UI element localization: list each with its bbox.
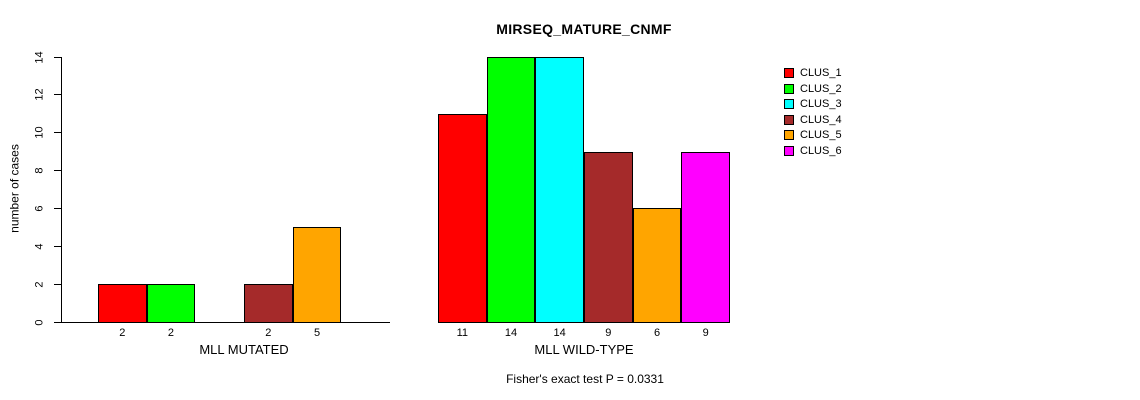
- legend-item: CLUS_2: [784, 83, 842, 95]
- y-tick-label: 6: [33, 205, 46, 212]
- legend-item: CLUS_6: [784, 145, 842, 157]
- y-tick-label: 0: [33, 318, 46, 326]
- y-tick: [54, 132, 61, 134]
- y-tick-label: 8: [33, 167, 46, 174]
- bar-value-label: 2: [119, 327, 126, 339]
- bar: [681, 151, 730, 323]
- legend-swatch: [784, 130, 794, 140]
- y-tick-label: 12: [33, 88, 46, 101]
- fisher-test-annotation: Fisher's exact test P = 0.0331: [506, 372, 664, 386]
- legend-swatch: [784, 145, 794, 156]
- legend-swatch: [784, 83, 794, 94]
- y-tick: [54, 245, 61, 247]
- bar: [98, 284, 147, 323]
- bar: [292, 227, 342, 323]
- bar-value-label: 2: [265, 327, 272, 339]
- bar-value-label: 11: [456, 327, 469, 339]
- y-tick-label: 10: [33, 126, 46, 139]
- legend-label: CLUS_3: [800, 98, 842, 110]
- bar: [486, 57, 536, 323]
- bar-value-label: 5: [313, 327, 321, 339]
- legend-label: CLUS_6: [800, 144, 842, 157]
- legend-swatch: [784, 114, 794, 125]
- bar-value-label: 14: [504, 327, 518, 339]
- bar: [632, 208, 682, 323]
- x-axis-group-label: MLL WILD-TYPE: [534, 342, 634, 357]
- bar-value-label: 9: [702, 327, 709, 339]
- legend-swatch: [784, 68, 794, 78]
- bar: [535, 57, 584, 323]
- bar-value-label: 6: [653, 327, 661, 339]
- bar: [146, 284, 196, 323]
- x-axis-baseline: [61, 322, 390, 323]
- bar: [438, 113, 487, 323]
- y-tick: [54, 170, 61, 172]
- legend-label: CLUS_5: [800, 129, 842, 141]
- bar-value-label: 2: [167, 327, 175, 339]
- y-tick: [54, 56, 61, 58]
- bar: [584, 151, 633, 323]
- legend-label: CLUS_1: [800, 67, 842, 79]
- y-tick-label: 4: [33, 243, 46, 250]
- y-tick-label: 14: [33, 50, 46, 64]
- y-tick-label: 2: [33, 281, 46, 288]
- y-tick: [54, 283, 61, 285]
- y-tick: [54, 94, 61, 96]
- y-axis-line: [61, 57, 62, 323]
- legend-label: CLUS_4: [800, 113, 842, 126]
- bar-value-label: 14: [553, 327, 566, 339]
- legend-label: CLUS_2: [800, 82, 842, 95]
- legend-item: CLUS_4: [784, 114, 842, 126]
- x-axis-group-label: MLL MUTATED: [199, 342, 289, 357]
- legend-item: CLUS_1: [784, 67, 842, 79]
- y-axis-label: number of cases: [7, 144, 22, 233]
- y-tick: [54, 321, 61, 323]
- chart-title: MIRSEQ_MATURE_CNMF: [496, 21, 672, 37]
- bar-value-label: 9: [605, 327, 612, 339]
- legend-swatch: [784, 99, 794, 109]
- bar: [244, 284, 293, 323]
- legend-item: CLUS_5: [784, 129, 842, 141]
- legend-item: CLUS_3: [784, 98, 842, 110]
- y-tick: [54, 207, 61, 209]
